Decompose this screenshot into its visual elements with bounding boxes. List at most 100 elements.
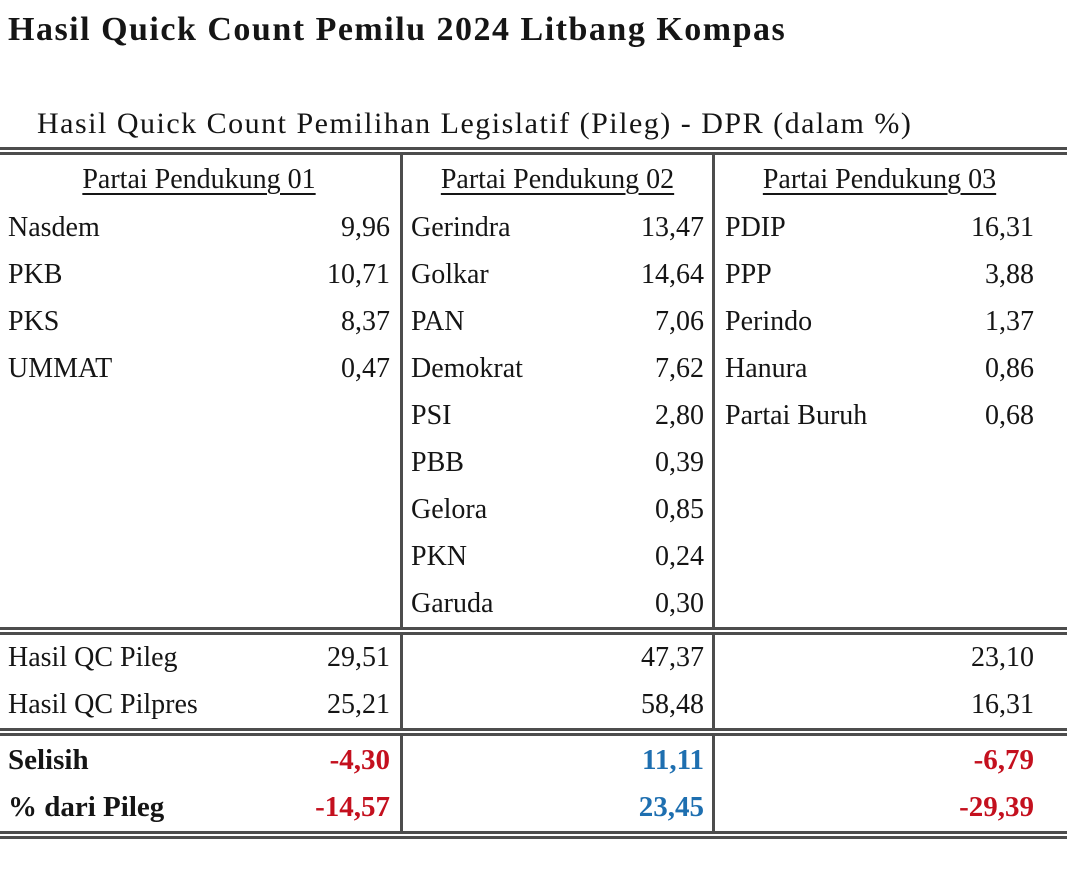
party-name: PPP (725, 258, 772, 290)
column-header-label: Partai Pendukung 02 (440, 163, 675, 195)
party-row: Perindo 1,37 (725, 298, 1034, 345)
party-row: PPP 3,88 (725, 251, 1034, 298)
party-name: Nasdem (8, 211, 100, 243)
page-title: Hasil Quick Count Pemilu 2024 Litbang Ko… (8, 11, 787, 48)
party-value: 7,62 (655, 352, 704, 384)
qc-pilpres-value: 25,21 (327, 688, 390, 720)
party-value: 13,47 (641, 211, 704, 243)
party-name: Demokrat (411, 352, 523, 384)
party-name: PAN (411, 305, 465, 337)
party-row: Demokrat 7,62 (411, 345, 704, 392)
party-value: 2,80 (655, 399, 704, 431)
qc-summary-col-02: 47,37 58,48 (400, 635, 712, 729)
qc-pileg-row: Hasil QC Pileg 29,51 (8, 635, 390, 681)
page: Hasil Quick Count Pemilu 2024 Litbang Ko… (0, 10, 1067, 840)
party-name: UMMAT (8, 352, 113, 384)
party-row: PDIP 16,31 (725, 204, 1034, 251)
selisih-section: Selisih -4,30 % dari Pileg -14,57 11,11 … (0, 736, 1067, 832)
pct-dari-pileg-row: -29,39 (725, 784, 1034, 830)
selisih-col-01: Selisih -4,30 % dari Pileg -14,57 (0, 736, 400, 831)
qc-pilpres-label: Hasil QC Pilpres (8, 688, 198, 720)
selisih-col-02: 11,11 23,45 (400, 736, 712, 832)
party-name: PKB (8, 258, 63, 290)
party-row: Nasdem 9,96 (8, 204, 390, 251)
party-value: 16,31 (971, 211, 1034, 243)
party-name: Garuda (411, 587, 494, 619)
selisih-row: Selisih -4,30 (8, 737, 390, 783)
selisih-value: -6,79 (973, 743, 1034, 776)
pct-dari-pileg-row: 23,45 (411, 784, 704, 830)
qc-pilpres-row: Hasil QC Pilpres 25,21 (8, 682, 390, 728)
qc-summary-section: Hasil QC Pileg 29,51 Hasil QC Pilpres 25… (0, 635, 1067, 729)
party-list-03: PDIP 16,31 PPP 3,88 Perindo 1,37 Hanura 0,86 Par… (725, 204, 1034, 627)
qc-pilpres-row: 16,31 (725, 682, 1034, 728)
pct-dari-pileg-value: -14,57 (315, 790, 390, 823)
selisih-row: 11,11 (411, 737, 704, 783)
party-row: Gerindra 13,47 (411, 204, 704, 251)
column-header-label: Partai Pendukung 03 (762, 163, 997, 195)
column-pendukung-03: Partai Pendukung 03 PDIP 16,31 PPP 3,88 Peri… (712, 155, 1067, 628)
party-name: Perindo (725, 305, 813, 337)
party-table-body: Partai Pendukung 01 Nasdem 9,96 PKB 10,71 PK… (0, 155, 1067, 628)
section-divider-qc (0, 627, 1067, 636)
qc-pileg-label: Hasil QC Pileg (8, 642, 178, 674)
party-row: Garuda 0,30 (411, 580, 704, 627)
party-name: Gerindra (411, 211, 511, 243)
party-name: PSI (411, 399, 452, 431)
qc-pilpres-value: 58,48 (641, 688, 704, 720)
party-value: 1,37 (985, 305, 1034, 337)
column-header-label: Partai Pendukung 01 (82, 163, 316, 195)
party-value: 7,06 (655, 305, 704, 337)
party-row: PAN 7,06 (411, 298, 704, 345)
party-value: 8,37 (341, 305, 390, 337)
qc-pileg-value: 23,10 (971, 642, 1034, 674)
pct-dari-pileg-label: % dari Pileg (8, 790, 165, 823)
party-name: Gelora (411, 493, 488, 525)
party-value: 10,71 (327, 258, 390, 290)
party-name: PDIP (725, 211, 786, 243)
party-value: 0,24 (655, 540, 704, 572)
party-name: Partai Buruh (725, 399, 868, 431)
party-name: Hanura (725, 352, 808, 384)
party-row: PSI 2,80 (411, 392, 704, 439)
party-row: PKN 0,24 (411, 533, 704, 580)
qc-summary-col-03: 23,10 16,31 (712, 635, 1067, 729)
selisih-col-03: -6,79 -29,39 (712, 736, 1067, 832)
party-name: PKN (411, 540, 468, 572)
party-value: 14,64 (641, 258, 704, 290)
column-header-03: Partai Pendukung 03 (725, 155, 1034, 204)
table-top-rule (0, 147, 1067, 156)
pct-dari-pileg-row: % dari Pileg -14,57 (8, 784, 390, 830)
table-title: Hasil Quick Count Pemilihan Legislatif (… (37, 107, 913, 141)
section-divider-selisih (0, 728, 1067, 737)
selisih-value: -4,30 (329, 743, 390, 776)
party-value: 0,39 (655, 446, 704, 478)
qc-pilpres-value: 16,31 (971, 688, 1034, 720)
party-row: PBB 0,39 (411, 439, 704, 486)
party-value: 3,88 (985, 258, 1034, 290)
qc-summary-col-01: Hasil QC Pileg 29,51 Hasil QC Pilpres 25… (0, 635, 400, 728)
party-value: 9,96 (341, 211, 390, 243)
column-pendukung-01: Partai Pendukung 01 Nasdem 9,96 PKB 10,71 PK… (0, 155, 400, 627)
qc-pileg-value: 29,51 (327, 642, 390, 674)
qc-pileg-value: 47,37 (641, 642, 704, 674)
qc-pilpres-row: 58,48 (411, 682, 704, 728)
party-row: Hanura 0,86 (725, 345, 1034, 392)
party-value: 0,85 (655, 493, 704, 525)
party-row: PKB 10,71 (8, 251, 390, 298)
party-row: PKS 8,37 (8, 298, 390, 345)
party-list-01: Nasdem 9,96 PKB 10,71 PKS 8,37 UMMAT 0,47 (8, 204, 390, 627)
pct-dari-pileg-value: 23,45 (638, 790, 704, 823)
column-pendukung-02: Partai Pendukung 02 Gerindra 13,47 Golkar 1… (400, 155, 712, 628)
qc-pileg-row: 47,37 (411, 635, 704, 681)
party-row: UMMAT 0,47 (8, 345, 390, 392)
selisih-value: 11,11 (641, 743, 704, 776)
column-header-01: Partai Pendukung 01 (8, 155, 390, 204)
pct-dari-pileg-value: -29,39 (959, 790, 1034, 823)
party-list-02: Gerindra 13,47 Golkar 14,64 PAN 7,06 Demokrat 7… (411, 204, 704, 627)
party-name: PKS (8, 305, 60, 337)
selisih-label: Selisih (8, 743, 89, 776)
party-value: 0,86 (985, 352, 1034, 384)
party-name: Golkar (411, 258, 489, 290)
party-row: Partai Buruh 0,68 (725, 392, 1034, 439)
